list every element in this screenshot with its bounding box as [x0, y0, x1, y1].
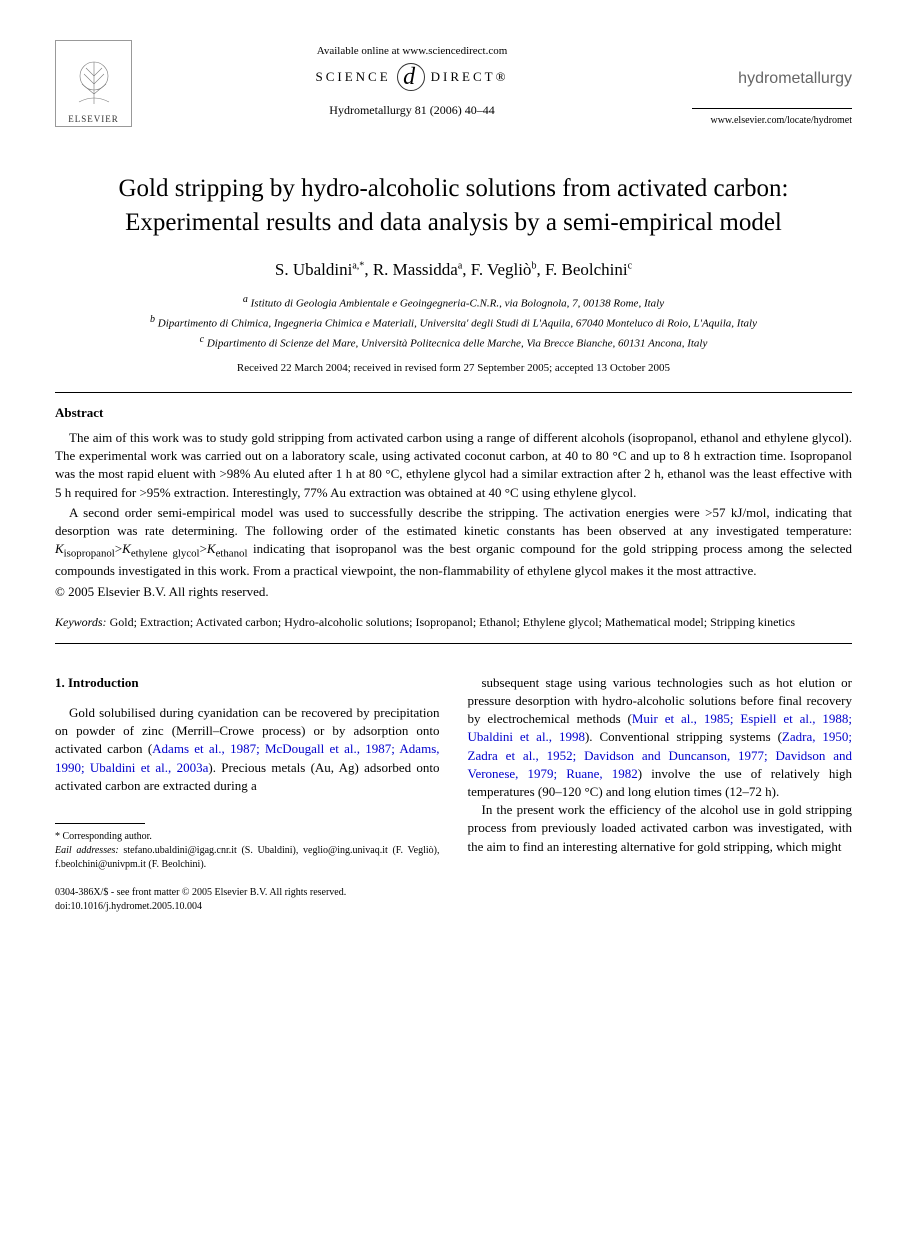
elsevier-tree-icon — [64, 54, 124, 114]
author-2-sup: a — [458, 260, 462, 271]
elsevier-logo: ELSEVIER — [55, 40, 132, 127]
author-3-sup: b — [531, 260, 536, 271]
abstract-copyright: © 2005 Elsevier B.V. All rights reserved… — [55, 584, 852, 600]
sd-left: SCIENCE — [316, 69, 391, 85]
article-title: Gold stripping by hydro-alcoholic soluti… — [55, 172, 852, 240]
author-4-sup: c — [628, 260, 632, 271]
left-column: 1. Introduction Gold solubilised during … — [55, 674, 440, 914]
abstract-p2: A second order semi-empirical model was … — [55, 504, 852, 580]
title-line1: Gold stripping by hydro-alcoholic soluti… — [119, 175, 789, 202]
author-4: F. Beolchini — [545, 260, 628, 279]
title-line2: Experimental results and data analysis b… — [125, 209, 782, 236]
article-dates: Received 22 March 2004; received in revi… — [55, 362, 852, 374]
body-columns: 1. Introduction Gold solubilised during … — [55, 674, 852, 914]
intro-heading: 1. Introduction — [55, 674, 440, 692]
center-header: Available online at www.sciencedirect.co… — [132, 40, 692, 118]
publisher-name: ELSEVIER — [68, 114, 119, 124]
sd-right: DIRECT® — [431, 69, 509, 85]
keywords: Keywords: Gold; Extraction; Activated ca… — [55, 614, 852, 631]
journal-reference: Hydrometallurgy 81 (2006) 40–44 — [132, 103, 692, 118]
author-1-sup: a,* — [352, 260, 364, 271]
front-matter: 0304-386X/$ - see front matter © 2005 El… — [55, 886, 440, 900]
keywords-text: Gold; Extraction; Activated carbon; Hydr… — [107, 615, 796, 629]
divider — [55, 392, 852, 393]
email-label: Eail addresses: — [55, 845, 119, 856]
affil-c: Dipartimento di Scienze del Mare, Univer… — [207, 337, 708, 349]
intro-p3: In the present work the efficiency of th… — [468, 801, 853, 856]
intro-p1: Gold solubilised during cyanidation can … — [55, 704, 440, 795]
footnote-separator — [55, 823, 145, 824]
science-direct-logo: SCIENCE d DIRECT® — [132, 63, 692, 91]
corresponding-author: * Corresponding author. — [55, 830, 440, 844]
abstract-p1: The aim of this work was to study gold s… — [55, 429, 852, 502]
journal-url: www.elsevier.com/locate/hydromet — [692, 115, 852, 126]
author-1: S. Ubaldini — [275, 260, 352, 279]
author-3: F. Vegliò — [471, 260, 532, 279]
available-online-text: Available online at www.sciencedirect.co… — [132, 45, 692, 57]
abstract-heading: Abstract — [55, 405, 852, 421]
journal-name: hydrometallurgy — [692, 70, 852, 88]
doi: doi:10.1016/j.hydromet.2005.10.004 — [55, 900, 440, 914]
authors-list: S. Ubaldinia,*, R. Massiddaa, F. Vegliòb… — [55, 260, 852, 280]
email-addresses: Eail addresses: stefano.ubaldini@igag.cn… — [55, 844, 440, 872]
divider-2 — [55, 643, 852, 644]
bottom-info: 0304-386X/$ - see front matter © 2005 El… — [55, 886, 440, 914]
right-column: subsequent stage using various technolog… — [468, 674, 853, 914]
affil-a: Istituto di Geologia Ambientale e Geoing… — [251, 297, 664, 309]
affil-b: Dipartimento di Chimica, Ingegneria Chim… — [158, 317, 757, 329]
author-2: R. Massidda — [373, 260, 458, 279]
page-header: ELSEVIER Available online at www.science… — [55, 40, 852, 127]
keywords-label: Keywords: — [55, 615, 107, 629]
right-header: hydrometallurgy www.elsevier.com/locate/… — [692, 40, 852, 126]
intro-p2: subsequent stage using various technolog… — [468, 674, 853, 801]
affiliations: a Istituto di Geologia Ambientale e Geoi… — [55, 292, 852, 352]
abstract-body: The aim of this work was to study gold s… — [55, 429, 852, 580]
sd-at-icon: d — [397, 63, 425, 91]
